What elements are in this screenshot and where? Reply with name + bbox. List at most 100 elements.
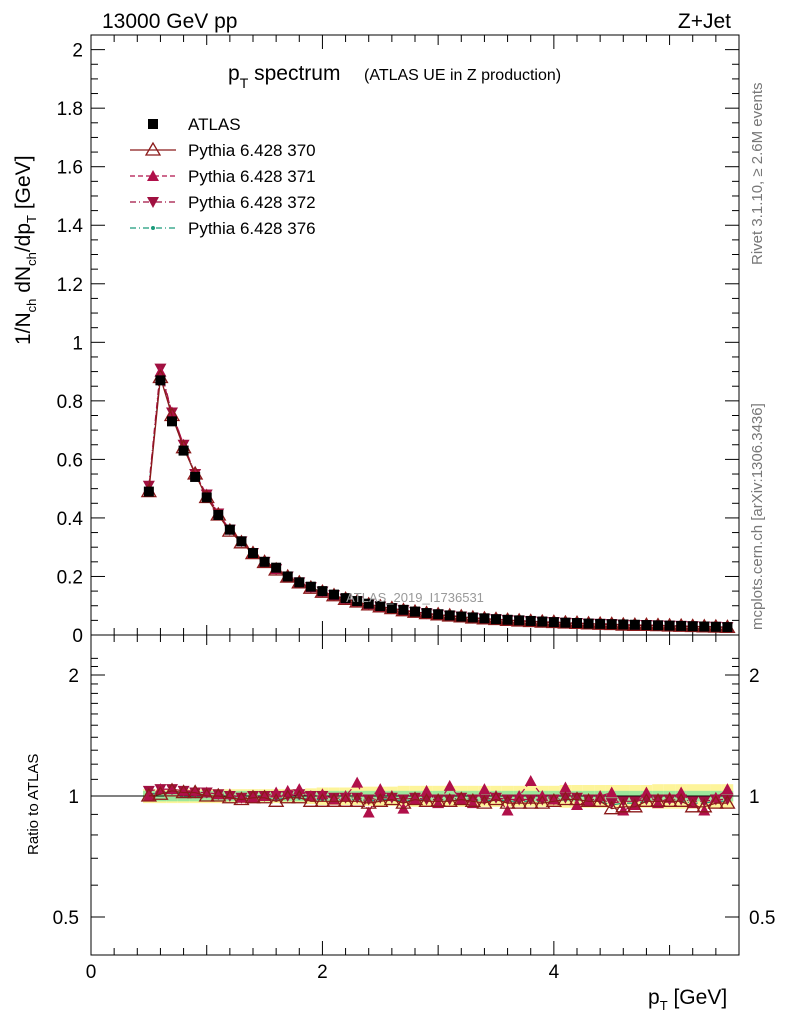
legend-marker	[148, 119, 158, 129]
ratio-data-point	[466, 797, 479, 809]
ratio-data-point	[568, 791, 586, 806]
upper-data-point	[699, 621, 710, 632]
ratio-y-tick-label: 0.5	[53, 908, 79, 929]
ratio-data-point	[351, 776, 364, 788]
ratio-data-point	[649, 793, 667, 807]
ratio-data-point	[478, 794, 491, 806]
upper-series-line	[148, 368, 728, 628]
ratio-data-point	[152, 785, 169, 800]
ratio-axis-ticks: 0.5 0.5 1 1 2 2	[53, 657, 775, 929]
upper-y-tick-label: 1.4	[57, 216, 84, 237]
ratio-data-point	[501, 794, 514, 806]
ratio-data-point	[268, 793, 285, 807]
upper-data-point	[722, 622, 733, 633]
ratio-data-point	[661, 793, 678, 807]
upper-y-tick-label: 0.8	[57, 392, 83, 413]
upper-y-tick-label: 0.6	[57, 450, 83, 471]
ratio-data-point	[360, 794, 377, 809]
ratio-data-point	[652, 797, 664, 809]
ratio-data-point	[464, 793, 481, 807]
upper-y-tick-label: 2	[72, 41, 83, 62]
legend-item: Pythia 6.428 370	[130, 141, 316, 160]
ratio-y-tick-label: 1	[68, 787, 79, 808]
upper-data-point	[410, 606, 420, 617]
ratio-data-point	[302, 793, 319, 807]
upper-data-point	[618, 619, 629, 630]
ratio-y-axis-label: Ratio to ATLAS	[25, 754, 42, 855]
ratio-data-point	[187, 784, 204, 799]
upper-data-point	[537, 616, 548, 627]
upper-data-point	[444, 610, 455, 621]
upper-data-point	[595, 618, 606, 629]
ratio-data-point	[418, 793, 435, 807]
ratio-data-point	[559, 792, 572, 804]
x-axis-label: pT [GeV]	[648, 986, 727, 1013]
x-tick-label: 0	[86, 962, 97, 983]
upper-data-point	[305, 581, 316, 592]
ratio-data-point	[557, 791, 574, 806]
upper-data-point	[201, 492, 212, 503]
upper-data-point	[213, 510, 224, 520]
ratio-data-point	[432, 797, 445, 809]
upper-data-point	[653, 620, 663, 631]
header-energy: 13000 GeV pp	[102, 10, 237, 33]
legend-item: Pythia 6.428 372	[130, 193, 316, 212]
upper-data-point	[190, 471, 201, 482]
legend-item: Pythia 6.428 376	[130, 219, 316, 238]
ratio-series-layer	[140, 774, 736, 818]
ratio-data-point	[362, 806, 375, 818]
title-rest: spectrum	[248, 62, 340, 85]
ratio-data-point	[592, 793, 609, 807]
ratio-data-point	[478, 783, 491, 795]
legend-item: ATLAS	[148, 115, 241, 134]
ratio-data-point	[721, 794, 734, 806]
ratio-data-point	[524, 774, 537, 786]
ratio-y-tick-label-right: 1	[749, 787, 760, 808]
upper-data-point	[236, 536, 247, 547]
upper-data-point	[606, 619, 617, 630]
ratio-data-point	[545, 793, 562, 807]
ratio-data-point	[673, 793, 690, 807]
ratio-y-tick-label-right: 0.5	[749, 908, 775, 929]
upper-y-tick-label: 0.4	[57, 509, 84, 530]
legend-marker	[147, 170, 159, 181]
ratio-data-point	[270, 786, 283, 798]
upper-axis-ticks: 0 0.2 0.4 0.6 0.8 1 1.2 1.4 1.6 1.8 2	[57, 41, 739, 647]
ratio-data-point	[163, 782, 181, 797]
legend-marker	[151, 226, 155, 230]
legend-label: Pythia 6.428 372	[188, 193, 316, 212]
ratio-data-point	[559, 781, 572, 793]
ratio-data-point	[721, 783, 734, 795]
upper-data-point	[433, 609, 444, 620]
ratio-y-tick-label: 2	[68, 666, 79, 687]
upper-data-point	[294, 577, 305, 588]
legend-marker	[144, 141, 162, 156]
upper-data-point	[572, 618, 582, 628]
upper-data-point	[155, 375, 166, 386]
ratio-data-point	[626, 798, 643, 813]
legend-item: Pythia 6.428 371	[130, 167, 316, 186]
upper-data-point	[502, 614, 513, 625]
ratio-data-point	[349, 793, 366, 807]
ratio-data-point	[696, 798, 713, 813]
ratio-data-point	[441, 793, 458, 807]
upper-data-point	[676, 620, 687, 631]
ratio-data-point	[698, 796, 711, 808]
ratio-data-point	[617, 796, 630, 808]
ratio-data-point	[235, 791, 248, 803]
upper-data-point	[386, 603, 397, 614]
upper-data-point	[491, 614, 501, 625]
x-tick-label: 4	[549, 962, 560, 983]
ratio-data-point	[453, 791, 470, 806]
upper-data-point	[398, 604, 409, 615]
title-p: p	[228, 62, 240, 85]
legend-label: Pythia 6.428 371	[188, 167, 316, 186]
ratio-data-point	[580, 793, 597, 807]
ratio-data-point	[443, 779, 456, 791]
upper-data-point	[514, 615, 525, 626]
ratio-data-point	[605, 786, 618, 798]
ratio-data-point	[707, 794, 724, 809]
upper-data-point	[248, 548, 258, 559]
x-axis-ticks: 0 2 4	[86, 35, 740, 983]
ratio-data-point	[210, 787, 227, 802]
